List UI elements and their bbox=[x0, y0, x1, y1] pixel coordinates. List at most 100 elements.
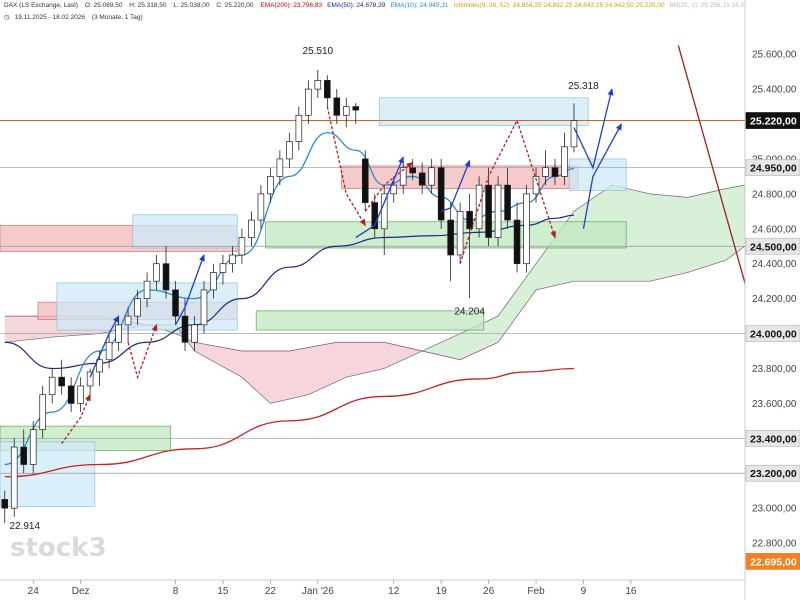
cloud-segment bbox=[531, 263, 537, 297]
zones-layer bbox=[0, 97, 627, 507]
price-badge: 22.695,00 bbox=[745, 553, 800, 570]
candle-up bbox=[570, 120, 578, 148]
candle bbox=[295, 106, 303, 151]
candle bbox=[267, 167, 274, 203]
cloud-segment bbox=[42, 316, 48, 339]
cloud-segment bbox=[436, 342, 442, 356]
candle bbox=[191, 316, 198, 352]
cloud-segment bbox=[687, 196, 693, 273]
cloud-segment bbox=[237, 350, 243, 378]
indicator-label-0: EMA(200): 23.796,83 bbox=[260, 2, 323, 9]
candle-down bbox=[67, 385, 75, 404]
cloud-segment bbox=[317, 344, 323, 391]
candle-down bbox=[1, 499, 9, 509]
header-period-row: ◷ 19.11.2025 - 18.02.2026 (3 Monate, 1 Ta… bbox=[4, 13, 148, 21]
cloud-segment bbox=[403, 346, 409, 360]
price-badge-label: 24.950,00 bbox=[750, 163, 797, 175]
candle bbox=[371, 193, 379, 238]
cloud-segment bbox=[270, 351, 276, 404]
dashed-projection-arrow bbox=[364, 161, 414, 212]
cloud-segment bbox=[512, 289, 518, 323]
cloud-segment bbox=[284, 351, 290, 401]
cloud-segment bbox=[47, 316, 53, 338]
cloud-segment bbox=[450, 335, 456, 359]
cloud-segment bbox=[208, 344, 214, 362]
candle-up bbox=[257, 193, 265, 221]
candle-up bbox=[105, 341, 113, 361]
price-badge-box bbox=[745, 159, 800, 177]
cloud-segment bbox=[678, 196, 684, 275]
cloud-segment bbox=[303, 347, 309, 396]
candle-down bbox=[371, 202, 379, 230]
cloud-segment bbox=[469, 327, 475, 356]
x-tick-label: Feb bbox=[527, 586, 545, 597]
candle bbox=[342, 97, 350, 128]
x-tick-label: 24 bbox=[28, 586, 40, 597]
x-tick-label: 19 bbox=[436, 586, 448, 597]
price-badge: 25.220,00 bbox=[745, 112, 800, 129]
cloud-segment bbox=[664, 195, 670, 278]
projection-arrow bbox=[355, 156, 404, 239]
cloud-segment bbox=[241, 351, 248, 382]
candle-up bbox=[10, 446, 18, 509]
cloud-segment bbox=[279, 351, 286, 402]
price-badge: 23.200,00 bbox=[745, 464, 800, 482]
projection-arrows bbox=[61, 45, 756, 444]
candle-up bbox=[428, 167, 435, 186]
candle bbox=[105, 333, 113, 369]
y-tick-label: 23.800,00 bbox=[752, 364, 797, 375]
ohlc-close: C: 25.220,00 bbox=[216, 2, 254, 9]
candle bbox=[428, 158, 435, 194]
cloud-segment bbox=[14, 316, 20, 342]
cloud-segment bbox=[256, 351, 262, 395]
cloud-segment bbox=[313, 345, 319, 393]
ema200-line bbox=[4, 367, 574, 478]
candle-up bbox=[29, 429, 37, 465]
candle-up bbox=[276, 158, 284, 177]
price-badge: 24.500,00 bbox=[745, 237, 800, 255]
ohlc-high: H: 25.318,50 bbox=[129, 2, 167, 9]
price-badge-box bbox=[745, 429, 800, 447]
y-axis-background bbox=[745, 0, 800, 600]
candle bbox=[513, 202, 521, 273]
cloud-segment bbox=[626, 188, 632, 282]
candle-up bbox=[390, 184, 398, 195]
candle-up bbox=[342, 106, 350, 116]
candle-up bbox=[134, 298, 141, 317]
cloud-segment bbox=[9, 316, 15, 342]
header-info-row: DAX (LS Exchange, Last) O: 25.069,50 H: … bbox=[4, 2, 800, 9]
indicator-label-4: BB(20, 2): 25.256,15 24.835,50 24.422,85 bbox=[669, 2, 792, 9]
cloud-segment bbox=[521, 276, 527, 310]
price-badge-box bbox=[745, 325, 800, 342]
indicator-label-3: Ichimoku(9, 26, 52): 24.854,25 24.832,25… bbox=[453, 2, 665, 9]
candle bbox=[257, 185, 265, 229]
candle bbox=[229, 246, 236, 273]
cloud-segment bbox=[275, 351, 281, 403]
candle-down bbox=[466, 210, 473, 230]
x-tick-label: 8 bbox=[173, 586, 179, 597]
projection-arrow bbox=[174, 254, 205, 326]
cloud-segment bbox=[706, 191, 712, 267]
candle bbox=[494, 176, 502, 247]
price-badge-box bbox=[745, 237, 800, 255]
candle bbox=[86, 368, 94, 395]
candle bbox=[276, 150, 284, 186]
cloud-segment bbox=[213, 345, 219, 365]
candle-up bbox=[238, 237, 246, 256]
candle-down bbox=[162, 263, 170, 291]
price-badge: 24.000,00 bbox=[745, 325, 800, 342]
cloud-segment bbox=[227, 348, 233, 372]
candle bbox=[561, 132, 568, 186]
cloud-segment bbox=[232, 349, 238, 375]
candle-up bbox=[48, 376, 56, 396]
cloud-segment bbox=[493, 316, 499, 345]
candle-up bbox=[295, 114, 303, 142]
y-axis: 25.600,0025.400,0025.200,0025.000,0024.8… bbox=[744, 0, 800, 600]
cloud-segment bbox=[545, 244, 551, 288]
cloud-segment bbox=[308, 346, 314, 395]
candle bbox=[551, 158, 559, 186]
candle-down bbox=[333, 97, 341, 116]
candle bbox=[20, 429, 28, 474]
candle bbox=[143, 272, 151, 308]
